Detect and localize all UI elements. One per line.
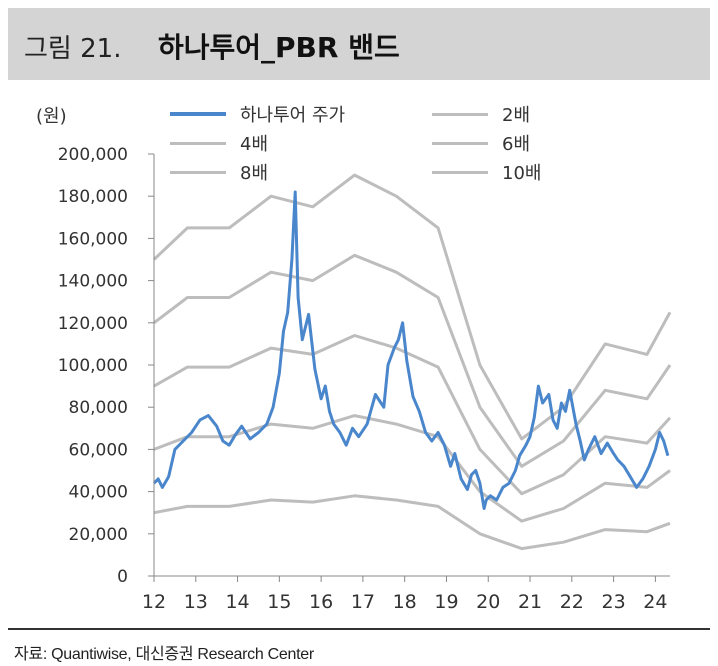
legend-label: 하나투어 주가 — [240, 105, 346, 126]
axes: 0 20,000 40,000 60,000 80,000 100,000 120,000 1… — [58, 145, 670, 613]
legend: 하나투어 주가 2배 4배 6배 8배 10배 — [0, 0, 718, 200]
legend-label: 4배 — [240, 134, 269, 155]
legend-swatch-band — [432, 170, 488, 174]
figure-title: 하나투어_PBR 밴드 — [158, 31, 400, 64]
y-tick-label: 0 — [117, 567, 128, 587]
legend-item-2x: 2배 — [432, 101, 530, 127]
band-lines — [152, 173, 672, 551]
y-tick-label: 120,000 — [58, 314, 128, 334]
x-tick-label: 19 — [434, 591, 458, 613]
legend-item-4x: 4배 — [170, 130, 268, 156]
legend-item-10x: 10배 — [432, 159, 541, 185]
legend-label: 6배 — [502, 134, 531, 155]
x-tick-label: 14 — [225, 591, 249, 613]
x-tick-label: 23 — [602, 591, 626, 613]
source-divider — [8, 628, 710, 630]
legend-swatch-band — [170, 141, 226, 145]
y-tick-label: 200,000 — [58, 145, 128, 165]
x-tick-label: 15 — [267, 591, 291, 613]
band-line-2x — [153, 494, 671, 551]
legend-item-8x: 8배 — [170, 159, 268, 185]
x-tick-label: 20 — [476, 591, 500, 613]
y-tick-label: 100,000 — [58, 356, 128, 376]
x-tick-label: 16 — [309, 591, 333, 613]
x-tick-label: 22 — [560, 591, 584, 613]
x-tick-label: 18 — [393, 591, 417, 613]
figure-number: 그림 21. — [24, 34, 122, 64]
band-line-6x — [153, 334, 672, 496]
y-tick-label: 40,000 — [69, 483, 128, 503]
y-tick-label: 60,000 — [69, 440, 128, 460]
legend-item-6x: 6배 — [432, 130, 530, 156]
y-tick-label: 20,000 — [69, 525, 128, 545]
x-tick-label: 13 — [184, 591, 208, 613]
y-tick-label: 160,000 — [58, 229, 128, 249]
x-tick-label: 21 — [518, 591, 542, 613]
legend-swatch-band — [432, 141, 488, 145]
legend-label: 8배 — [240, 163, 269, 184]
x-tick-label: 12 — [142, 591, 166, 613]
legend-swatch-band — [170, 170, 226, 174]
y-tick-label: 180,000 — [58, 187, 128, 207]
stock-line-group — [152, 190, 670, 510]
legend-swatch-stock — [170, 112, 226, 116]
legend-label: 10배 — [502, 163, 542, 184]
legend-label: 2배 — [502, 105, 531, 126]
figure-header: 그림 21. 하나투어_PBR 밴드 — [8, 8, 710, 80]
band-line-8x — [153, 253, 672, 468]
y-tick-label: 140,000 — [58, 272, 128, 292]
x-tick-label: 17 — [351, 591, 375, 613]
legend-item-stock: 하나투어 주가 — [170, 101, 345, 127]
y-axis-unit: (원) — [36, 106, 67, 127]
band-line-10x — [152, 173, 672, 441]
stock-price-line — [152, 190, 670, 510]
source-note: 자료: Quantiwise, 대신증권 Research Center — [14, 646, 314, 663]
legend-swatch-band — [432, 112, 488, 116]
y-tick-label: 80,000 — [69, 398, 128, 418]
x-tick-label: 24 — [643, 591, 667, 613]
